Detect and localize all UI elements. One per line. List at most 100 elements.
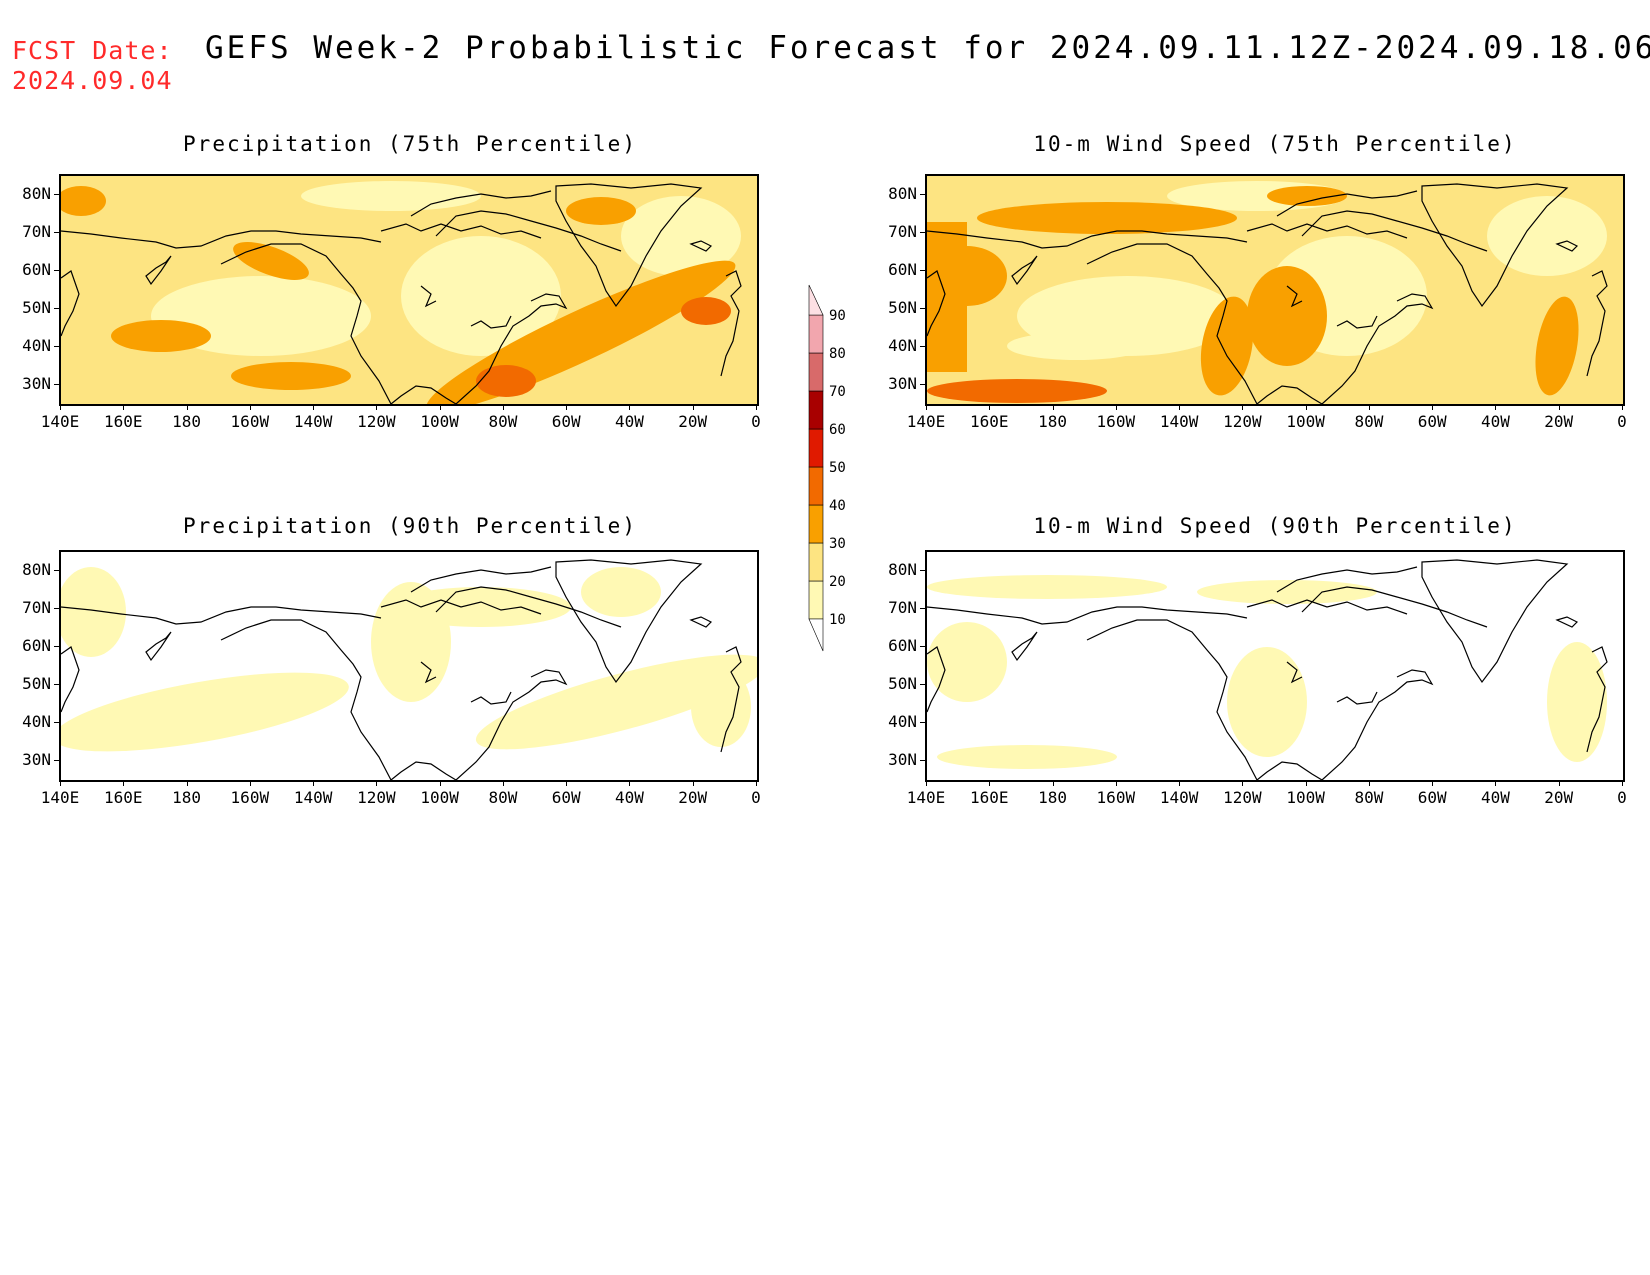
lat-label-30n: 30N	[22, 750, 51, 769]
lon-label-40w: 40W	[615, 412, 644, 431]
lon-label-140w: 140W	[1159, 788, 1199, 807]
probability-contour	[691, 667, 751, 747]
probability-contour	[111, 320, 211, 352]
lat-tick	[920, 760, 925, 761]
coastline	[220, 243, 392, 404]
coastline	[720, 270, 742, 377]
coastline	[1086, 619, 1258, 780]
coastline	[420, 661, 437, 684]
lat-label-40n: 40N	[22, 336, 51, 355]
coastline	[470, 315, 512, 329]
coastline	[410, 566, 552, 593]
lon-label-160w: 160W	[1096, 788, 1136, 807]
colorbar-segment	[808, 580, 824, 620]
lon-tick	[439, 781, 441, 786]
lon-label-20w: 20W	[1544, 788, 1574, 807]
probability-contour	[1547, 642, 1607, 762]
lat-tick	[54, 608, 59, 609]
lon-label-60w: 60W	[1417, 788, 1447, 807]
lon-label-160e: 160E	[970, 412, 1009, 431]
lon-tick	[1558, 781, 1560, 786]
coastline	[927, 230, 1248, 249]
coastline	[1336, 691, 1378, 705]
lon-tick	[692, 781, 694, 786]
coastline	[145, 631, 172, 662]
probability-contour	[937, 745, 1117, 769]
probability-contour	[475, 654, 757, 750]
colorbar-label-80: 80	[829, 346, 846, 362]
probability-contour	[233, 242, 309, 280]
colorbar-segment	[808, 352, 824, 392]
lon-label-160w: 160W	[1096, 412, 1136, 431]
lat-tick	[54, 308, 59, 309]
lon-tick	[123, 781, 125, 786]
coastline	[390, 761, 457, 780]
lon-label-20w: 20W	[1544, 412, 1574, 431]
coastline	[455, 293, 568, 404]
lat-tick	[920, 308, 925, 309]
coastline	[470, 691, 512, 705]
lon-label-140e: 140E	[40, 788, 80, 807]
lon-label-20w: 20W	[678, 412, 708, 431]
lat-tick	[920, 684, 925, 685]
coastline	[1301, 210, 1488, 252]
lon-tick	[926, 405, 927, 410]
lon-tick	[1179, 405, 1181, 410]
lon-label-160e: 160E	[970, 788, 1009, 807]
lon-tick	[1115, 405, 1117, 410]
probability-contour	[1197, 580, 1377, 604]
lon-label-40w: 40W	[1481, 788, 1510, 807]
lat-label-70n: 70N	[888, 598, 917, 617]
coastline	[1246, 223, 1408, 239]
coastline	[435, 586, 622, 628]
lon-tick	[186, 405, 188, 410]
coastline	[1011, 631, 1038, 662]
fcst-date-block: FCST Date: 2024.09.04	[12, 36, 173, 96]
colorbar-label-40: 40	[829, 498, 846, 514]
coastline	[61, 606, 382, 625]
lon-label-140e: 140E	[906, 412, 946, 431]
lon-label-120w: 120W	[357, 788, 396, 807]
lat-label-30n: 30N	[22, 374, 51, 393]
lat-label-40n: 40N	[888, 712, 917, 731]
probability-contour	[301, 181, 481, 211]
lon-label-140w: 140W	[293, 412, 333, 431]
lon-label-100w: 100W	[1286, 412, 1325, 431]
lon-label-160e: 160E	[104, 788, 143, 807]
lon-tick	[249, 405, 251, 410]
coastline	[1286, 285, 1303, 308]
colorbar-segment	[808, 314, 824, 354]
map-field	[927, 176, 1623, 404]
lon-tick	[1432, 405, 1434, 410]
probability-contour	[61, 186, 106, 216]
coastline	[555, 559, 703, 684]
lon-tick	[186, 781, 188, 786]
lon-tick	[566, 781, 568, 786]
lon-label-180: 180	[1038, 788, 1067, 807]
lon-tick	[376, 405, 378, 410]
lon-tick	[376, 781, 378, 786]
probability-contour	[927, 379, 1107, 403]
lon-tick	[756, 405, 757, 410]
lat-tick	[920, 608, 925, 609]
lat-label-70n: 70N	[22, 598, 51, 617]
colorbar-bottom-arrow	[808, 618, 824, 652]
coastline	[927, 606, 1248, 625]
lon-tick	[756, 781, 757, 786]
lon-tick	[1179, 781, 1181, 786]
lon-tick	[313, 405, 315, 410]
lon-label-140w: 140W	[293, 788, 333, 807]
coastline	[1555, 616, 1579, 628]
main-title: GEFS Week-2 Probabilistic Forecast for 2…	[205, 30, 1650, 66]
colorbar-segment	[808, 504, 824, 544]
lon-label-160w: 160W	[230, 412, 270, 431]
lon-tick	[249, 781, 251, 786]
lat-label-60n: 60N	[888, 636, 917, 655]
coastline	[1586, 270, 1608, 377]
coastline	[145, 255, 172, 286]
map-precip-90	[59, 550, 759, 782]
colorbar-label-60: 60	[829, 422, 846, 438]
lon-label-180: 180	[172, 412, 201, 431]
colorbar-label-30: 30	[829, 536, 846, 552]
lon-tick	[439, 405, 441, 410]
